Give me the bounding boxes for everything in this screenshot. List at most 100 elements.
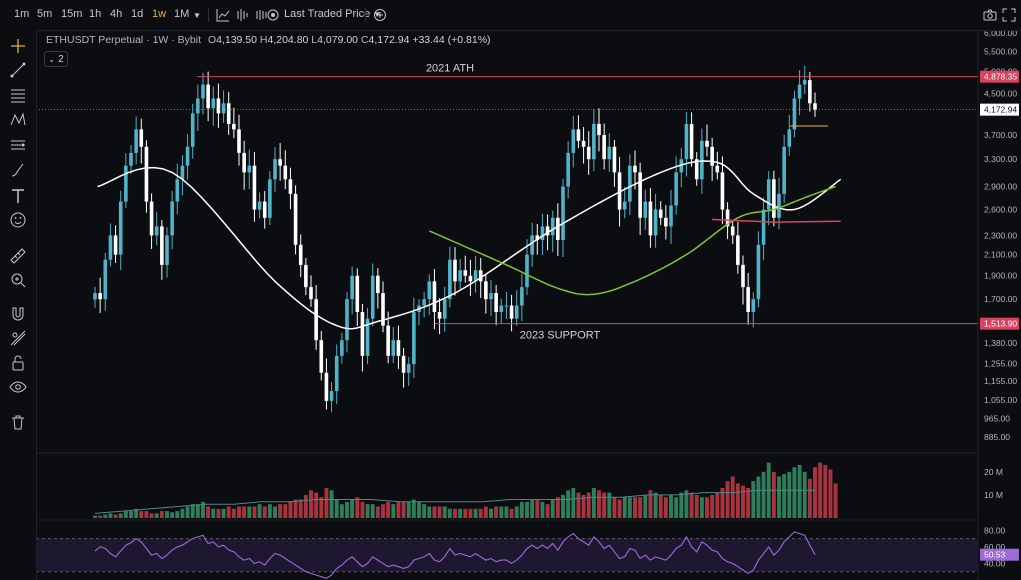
- eye-icon[interactable]: [264, 6, 282, 24]
- pattern-icon[interactable]: [8, 110, 28, 130]
- trendline-icon[interactable]: [8, 60, 28, 80]
- volume-bar: [509, 508, 514, 518]
- volume-bar: [581, 494, 586, 518]
- volume-bar: [818, 462, 823, 518]
- lock-open-icon[interactable]: [8, 353, 28, 373]
- brush-icon[interactable]: [8, 160, 28, 180]
- ma-green-line: [429, 185, 836, 296]
- volume-bar: [211, 508, 216, 518]
- candle-body: [792, 98, 797, 130]
- ma-red-line: [712, 218, 841, 223]
- open-label: O: [207, 34, 217, 46]
- add-icon[interactable]: [371, 6, 389, 24]
- candle-body: [808, 80, 812, 104]
- candle-body: [432, 281, 437, 313]
- volume-bar: [98, 515, 103, 518]
- price-tick-label: 5,500.00: [984, 46, 1017, 56]
- timeframe-4h[interactable]: 4h: [110, 8, 123, 20]
- volume-bar: [298, 499, 303, 518]
- volume-bar: [674, 497, 679, 518]
- volume-bar: [699, 497, 704, 518]
- volume-bar: [123, 511, 128, 518]
- fullscreen-icon[interactable]: [1000, 6, 1018, 24]
- candle-body: [216, 98, 221, 114]
- price-source-select[interactable]: Last Traded Price ▼: [284, 8, 381, 20]
- candle-body: [736, 235, 740, 265]
- candle-body: [730, 226, 735, 236]
- text-icon[interactable]: [8, 186, 28, 206]
- volume-bar: [154, 513, 159, 518]
- candle-body: [648, 201, 653, 236]
- candle-body: [180, 165, 185, 180]
- volume-bar: [278, 504, 283, 518]
- magnet-icon[interactable]: [8, 304, 28, 324]
- candles-icon[interactable]: [214, 6, 232, 24]
- candle-body: [458, 270, 462, 282]
- crosshair-icon[interactable]: [8, 36, 28, 56]
- volume-bar: [355, 497, 360, 518]
- candle-body: [314, 299, 318, 341]
- volume-bar: [540, 501, 545, 518]
- volume-bar: [833, 483, 838, 518]
- candle-body: [304, 264, 308, 288]
- timeframe-5m[interactable]: 5m: [37, 8, 53, 20]
- volume-bar: [144, 511, 149, 518]
- close-label: C: [360, 34, 369, 46]
- zoom-icon[interactable]: [8, 270, 28, 290]
- candle-body: [226, 103, 231, 124]
- timeframe-1M[interactable]: 1M: [174, 8, 190, 20]
- volume-bar: [792, 467, 797, 518]
- price-tick-label: 3,300.00: [984, 154, 1017, 164]
- candle-body: [782, 146, 786, 194]
- ruler-icon[interactable]: [8, 246, 28, 266]
- timeframe-1m[interactable]: 1m: [14, 8, 30, 20]
- volume-bar: [303, 494, 308, 518]
- volume-bar: [782, 474, 787, 518]
- ma-white-line: [97, 160, 842, 330]
- measure-icon[interactable]: [8, 135, 28, 155]
- volume-pane: 20 M 10 M: [93, 462, 1003, 518]
- candle-body: [340, 340, 344, 356]
- indicators-toggle[interactable]: ⌄ 2: [44, 51, 68, 67]
- volume-bar: [329, 490, 334, 518]
- volume-bar: [622, 497, 627, 518]
- trash-icon[interactable]: [8, 412, 28, 432]
- candle-body: [134, 129, 138, 153]
- price-source-label: Last Traded Price: [284, 8, 371, 20]
- timeframe-1w[interactable]: 1w: [152, 8, 167, 20]
- candle-body: [206, 84, 210, 109]
- volume-bar: [175, 511, 180, 518]
- candle-body: [247, 165, 252, 173]
- rsi-current-badge: 50.53: [984, 550, 1006, 560]
- camera-icon[interactable]: [981, 6, 999, 24]
- volume-bar: [715, 492, 720, 518]
- candle-body: [540, 226, 545, 241]
- price-tick-label: 1,255.00: [984, 358, 1017, 368]
- price-tick-label: 2,300.00: [984, 230, 1017, 240]
- symbol-name[interactable]: ETHUSDT Perpetual · 1W · Bybit: [46, 34, 202, 46]
- candle-body: [113, 235, 118, 255]
- fib-icon[interactable]: [8, 85, 28, 105]
- price-tick-label: 1,700.00: [984, 294, 1017, 304]
- candle-body: [720, 172, 725, 210]
- eye-icon[interactable]: [8, 377, 28, 397]
- candle-body: [607, 146, 612, 160]
- candle-body: [489, 293, 493, 300]
- candle-body: [154, 226, 159, 236]
- indicators-icon[interactable]: [234, 6, 252, 24]
- rsi-line: [94, 531, 816, 579]
- replay-icon[interactable]: [252, 6, 270, 24]
- timeframe-1h[interactable]: 1h: [89, 8, 102, 20]
- candle-body: [622, 201, 627, 210]
- candle-body: [741, 264, 745, 288]
- volume-bar: [514, 506, 519, 518]
- volume-bar: [134, 508, 139, 518]
- lock-icon[interactable]: [8, 328, 28, 348]
- timeframe-15m[interactable]: 15m: [61, 8, 83, 20]
- volume-bar: [555, 497, 560, 518]
- timeframe-1d[interactable]: 1d: [131, 8, 144, 20]
- chevron-down-icon[interactable]: ▼: [193, 10, 201, 20]
- candle-body: [396, 340, 401, 356]
- emoji-icon[interactable]: [8, 210, 28, 230]
